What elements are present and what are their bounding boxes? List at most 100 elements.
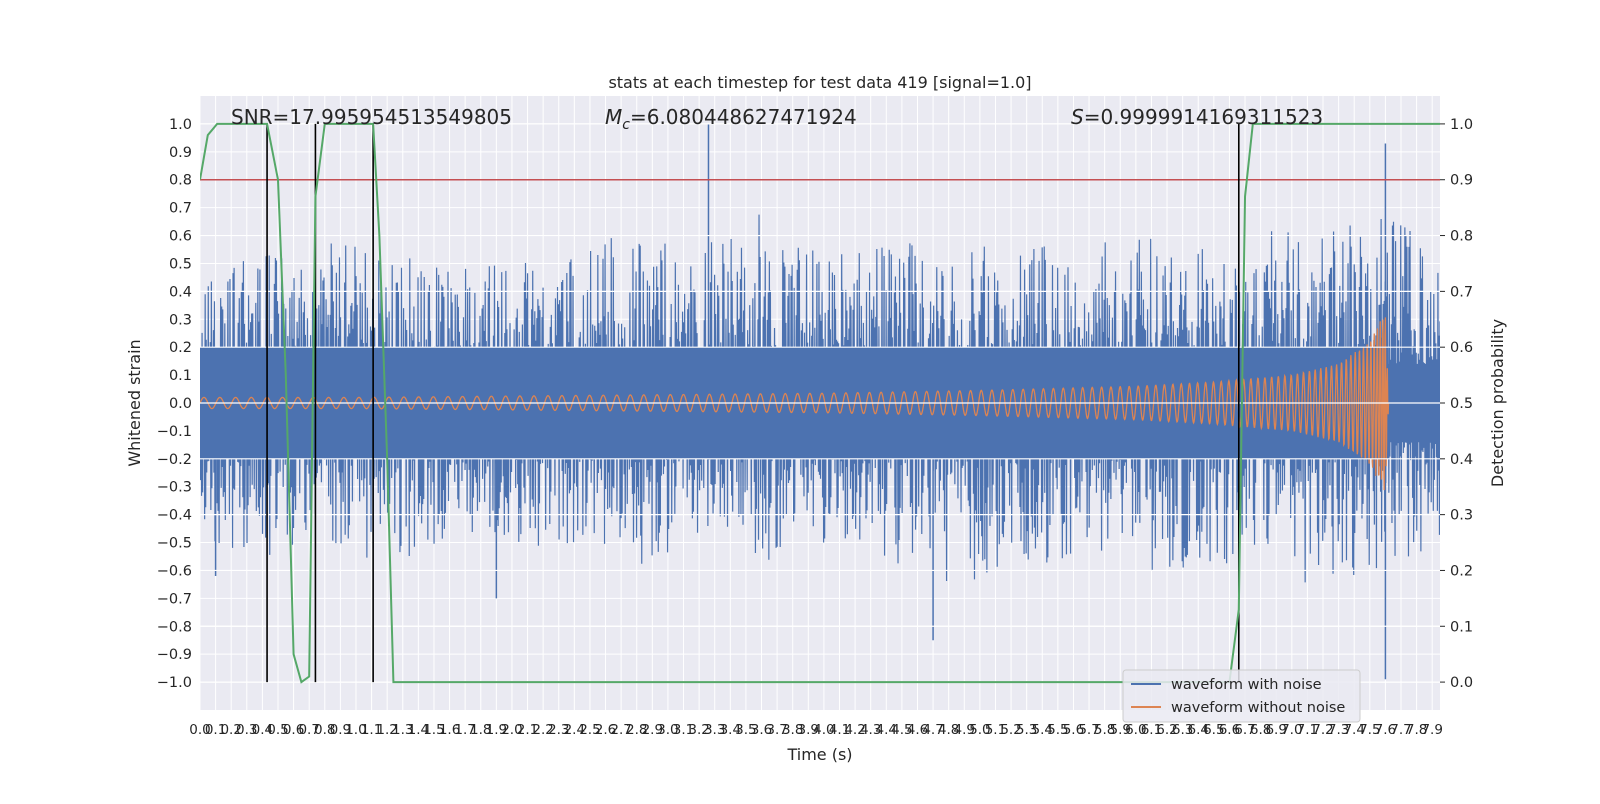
x-tick-label: 3.4	[720, 722, 741, 738]
x-tick-label: 2.6	[595, 722, 616, 738]
right-y-tick-label: 1.0	[1450, 117, 1473, 133]
chirp-mass-subscript: c	[622, 117, 630, 133]
x-tick-label: 4.5	[891, 722, 912, 738]
y-tick-label: −0.6	[157, 563, 192, 579]
x-tick-label: 3.9	[798, 722, 819, 738]
x-tick-label: 0.0	[189, 722, 210, 738]
x-tick-label: 3.2	[688, 722, 709, 738]
x-tick-label: 0.3	[236, 722, 257, 738]
y-axis-label: Whitened strain	[125, 339, 144, 466]
x-tick-label: 1.4	[408, 722, 429, 738]
x-tick-label: 4.0	[813, 722, 834, 738]
y-tick-label: −0.1	[157, 424, 192, 440]
x-tick-label: 5.1	[985, 722, 1006, 738]
legend-box	[1122, 669, 1361, 723]
x-tick-label: 4.8	[938, 722, 959, 738]
x-tick-label: 2.9	[642, 722, 663, 738]
x-tick-label: 6.5	[1203, 722, 1224, 738]
x-tick-label: 7.4	[1343, 722, 1364, 738]
x-tick-label: 0.5	[267, 722, 288, 738]
right-y-tick-label: 0.1	[1450, 619, 1473, 635]
y-tick-label: 0.1	[169, 368, 192, 384]
y-tick-label: −0.9	[157, 647, 192, 663]
x-tick-label: 4.9	[954, 722, 975, 738]
y-tick-label: 0.6	[169, 229, 192, 245]
x-tick-label: 2.5	[579, 722, 600, 738]
series-waveform-without-noise	[200, 317, 1390, 491]
y-tick-label: 0.5	[169, 256, 192, 272]
x-tick-label: 2.2	[532, 722, 553, 738]
x-tick-label: 7.5	[1359, 722, 1380, 738]
x-tick-label: 1.2	[376, 722, 397, 738]
x-tick-label: 7.0	[1281, 722, 1302, 738]
x-tick-label: 6.9	[1265, 722, 1286, 738]
x-tick-label: 5.4	[1032, 722, 1053, 738]
x-tick-label: 1.1	[361, 722, 382, 738]
y-tick-label: 0.2	[169, 340, 192, 356]
legend-label-clean: waveform without noise	[1171, 700, 1345, 716]
x-tick-label: 1.3	[392, 722, 413, 738]
x-tick-label: 6.6	[1219, 722, 1240, 738]
x-tick-label: 4.4	[876, 722, 897, 738]
snr-annotation: SNR=17.995954513549805	[231, 105, 512, 129]
x-tick-label: 3.0	[657, 722, 678, 738]
y-tick-label: −0.5	[157, 536, 192, 552]
score-value: =0.9999914169311523	[1084, 105, 1323, 129]
right-y-tick-label: 0.2	[1450, 563, 1473, 579]
y-tick-label: 0.0	[169, 396, 192, 412]
x-axis-label: Time (s)	[786, 745, 852, 764]
x-tick-label: 4.3	[860, 722, 881, 738]
x-tick-label: 7.3	[1328, 722, 1349, 738]
x-tick-label: 6.3	[1172, 722, 1193, 738]
x-tick-label: 3.6	[751, 722, 772, 738]
x-tick-label: 0.6	[283, 722, 304, 738]
x-tick-label: 7.6	[1375, 722, 1396, 738]
y-tick-label: −0.3	[157, 480, 192, 496]
y-tick-label: −0.7	[157, 591, 192, 607]
y-tick-label: −1.0	[157, 675, 192, 691]
x-tick-label: 5.5	[1047, 722, 1068, 738]
y-tick-label: 0.8	[169, 173, 192, 189]
x-tick-label: 3.1	[673, 722, 694, 738]
clean-waveform-line	[200, 317, 1390, 491]
x-tick-label: 3.3	[704, 722, 725, 738]
x-tick-label: 6.4	[1187, 722, 1208, 738]
x-tick-label: 1.9	[486, 722, 507, 738]
x-tick-label: 3.5	[735, 722, 756, 738]
chirp-mass-symbol: M	[605, 105, 622, 129]
x-tick-label: 2.7	[610, 722, 631, 738]
right-y-tick-label: 0.5	[1450, 396, 1473, 412]
score-annotation: S=0.9999914169311523	[1071, 105, 1323, 129]
x-tick-label: 3.8	[782, 722, 803, 738]
x-tick-label: 6.0	[1125, 722, 1146, 738]
x-tick-label: 3.7	[766, 722, 787, 738]
right-y-axis-label: Detection probability	[1488, 319, 1507, 487]
y-tick-label: 0.4	[169, 284, 192, 300]
x-tick-label: 7.9	[1421, 722, 1442, 738]
x-tick-label: 0.2	[220, 722, 241, 738]
x-tick-label: 7.8	[1406, 722, 1427, 738]
right-y-tick-label: 0.4	[1450, 452, 1473, 468]
x-tick-label: 2.0	[501, 722, 522, 738]
x-tick-label: 1.8	[470, 722, 491, 738]
x-tick-label: 6.1	[1141, 722, 1162, 738]
x-tick-label: 1.6	[439, 722, 460, 738]
x-tick-label: 5.0	[969, 722, 990, 738]
x-tick-label: 7.7	[1390, 722, 1411, 738]
x-tick-label: 5.2	[1000, 722, 1021, 738]
x-tick-label: 1.5	[423, 722, 444, 738]
legend: waveform with noise waveform without noi…	[1122, 669, 1361, 723]
x-tick-label: 4.2	[844, 722, 865, 738]
chirp-mass-annotation: Mc=6.080448627471924	[605, 105, 857, 133]
x-tick-label: 5.9	[1110, 722, 1131, 738]
x-tick-label: 2.8	[626, 722, 647, 738]
legend-label-noise: waveform with noise	[1171, 677, 1322, 693]
y-tick-label: 0.3	[169, 312, 192, 328]
score-symbol: S	[1071, 105, 1084, 129]
x-tick-label: 2.4	[564, 722, 585, 738]
x-tick-label: 0.4	[252, 722, 273, 738]
x-tick-label: 7.1	[1297, 722, 1318, 738]
x-tick-label: 5.3	[1016, 722, 1037, 738]
x-tick-label: 0.9	[330, 722, 351, 738]
x-tick-label: 7.2	[1312, 722, 1333, 738]
